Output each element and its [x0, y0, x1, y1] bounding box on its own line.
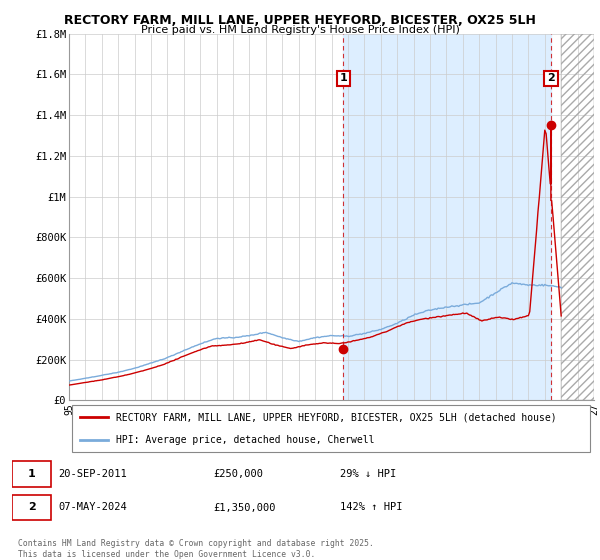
Text: RECTORY FARM, MILL LANE, UPPER HEYFORD, BICESTER, OX25 5LH (detached house): RECTORY FARM, MILL LANE, UPPER HEYFORD, … [116, 412, 557, 422]
Text: Price paid vs. HM Land Registry's House Price Index (HPI): Price paid vs. HM Land Registry's House … [140, 25, 460, 35]
Text: Contains HM Land Registry data © Crown copyright and database right 2025.
This d: Contains HM Land Registry data © Crown c… [18, 539, 374, 559]
Text: 142% ↑ HPI: 142% ↑ HPI [340, 502, 403, 512]
Text: 07-MAY-2024: 07-MAY-2024 [58, 502, 127, 512]
Text: HPI: Average price, detached house, Cherwell: HPI: Average price, detached house, Cher… [116, 436, 375, 446]
Bar [343, 34, 551, 400]
Text: 1: 1 [28, 469, 35, 479]
Text: RECTORY FARM, MILL LANE, UPPER HEYFORD, BICESTER, OX25 5LH: RECTORY FARM, MILL LANE, UPPER HEYFORD, … [64, 14, 536, 27]
Text: £1,350,000: £1,350,000 [214, 502, 276, 512]
Text: 2: 2 [547, 73, 555, 83]
Text: 1: 1 [340, 73, 347, 83]
FancyBboxPatch shape [12, 461, 51, 487]
FancyBboxPatch shape [12, 494, 51, 520]
Text: 29% ↓ HPI: 29% ↓ HPI [340, 469, 397, 479]
Text: 20-SEP-2011: 20-SEP-2011 [58, 469, 127, 479]
Text: 2: 2 [28, 502, 35, 512]
FancyBboxPatch shape [71, 405, 590, 451]
Text: £250,000: £250,000 [214, 469, 263, 479]
